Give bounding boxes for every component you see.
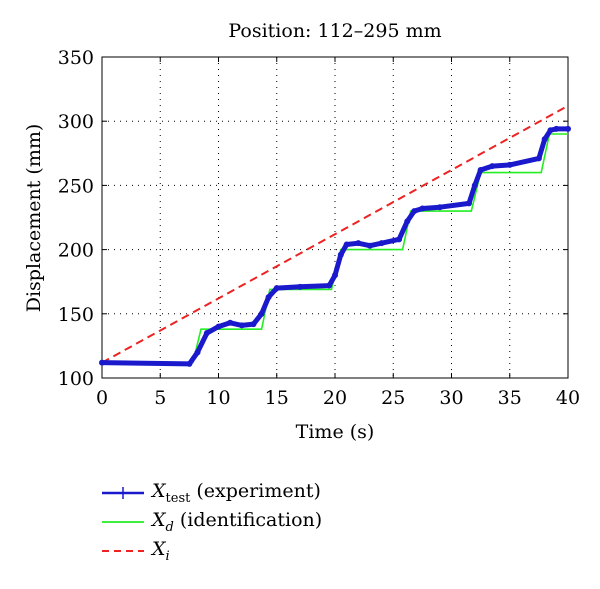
series-point [535,155,542,162]
series-point [227,319,234,326]
series-point [332,272,338,279]
series-point [265,294,272,301]
y-axis-label: Displacement (mm) [23,124,45,313]
legend-symbol: X [152,479,166,502]
series-point [258,310,265,317]
legend-label: Xd (identification) [152,509,322,535]
chart-title: Position: 112–295 mm [228,20,441,42]
series-point [419,205,426,212]
series-point [489,163,496,170]
series-point [99,359,105,366]
y-tick-label: 100 [58,368,94,390]
chart: Position: 112–295 mm 0 5 10 15 20 25 30 35 40 100… [23,20,580,443]
series-point [411,208,418,215]
series-point [396,236,403,243]
legend-item: Xi [100,536,322,565]
series-point [436,204,443,211]
series-point [565,125,571,132]
series-point [506,161,513,168]
axis-ticks: 0 5 10 15 20 25 30 35 40 100 150 200 250 300 350 [58,47,580,409]
series-point [337,251,344,258]
legend-item: Xtest (experiment) [100,478,322,507]
series-line-1 [102,133,568,364]
x-tick-label: 15 [265,387,289,409]
x-axis-label: Time (s) [296,421,375,443]
series-point [297,283,304,290]
series-line-2 [101,104,569,364]
series-point [186,360,193,367]
series-point [547,127,554,134]
legend-subscript: d [165,519,174,535]
x-tick-label: 20 [323,387,347,409]
series-point [355,240,362,247]
series-point [238,322,245,329]
legend-swatch [102,549,144,552]
series-point [541,136,548,143]
legend-subscript: test [165,490,191,506]
legend-symbol: X [152,537,166,560]
legend-swatch [102,486,144,499]
series-point [343,241,350,248]
legend-symbol: X [152,508,166,531]
series-point [203,330,210,337]
series-point [273,285,280,292]
legend-label: Xtest (experiment) [152,480,321,506]
x-tick-label: 40 [556,387,580,409]
series-point [378,240,385,247]
x-tick-label: 10 [206,387,230,409]
series-line-0 [101,126,568,367]
x-tick-label: 0 [96,387,108,409]
series-point [553,125,560,132]
y-tick-label: 150 [58,304,94,326]
y-tick-label: 250 [58,175,94,197]
series-point [404,218,411,225]
x-tick-label: 30 [439,387,463,409]
series-point [194,349,201,356]
grid [102,57,568,378]
y-tick-label: 300 [58,111,94,133]
series-layer [99,104,571,367]
y-tick-label: 350 [58,47,94,69]
series-point [465,200,472,207]
x-tick-label: 35 [498,387,522,409]
legend-swatch [102,520,144,523]
series-point [326,282,333,289]
legend-description: (experiment) [190,479,321,502]
series-point [366,242,373,249]
x-tick-label: 5 [154,387,166,409]
x-tick-label: 25 [381,387,405,409]
legend-label: Xi [152,538,170,564]
legend-description: (identification) [173,508,323,531]
legend: Xtest (experiment) Xd (identification) Xi [100,478,322,565]
y-tick-label: 200 [58,240,94,262]
legend-subscript: i [165,548,170,564]
series-point [471,182,478,189]
series-point [215,323,222,330]
legend-item: Xd (identification) [100,507,322,536]
series-point [477,166,484,173]
series-point [250,321,257,328]
